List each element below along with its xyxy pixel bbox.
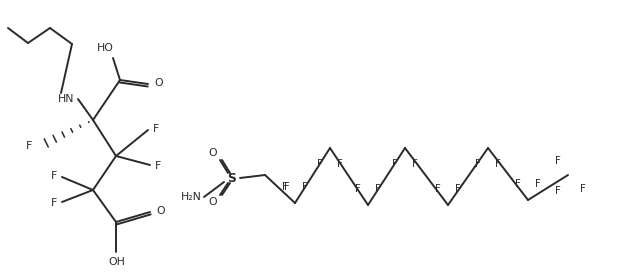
Text: F: F (555, 156, 561, 166)
Text: F: F (355, 184, 361, 194)
Text: OH: OH (108, 257, 125, 267)
Text: O: O (209, 148, 218, 158)
Text: F: F (515, 179, 521, 189)
Text: F: F (392, 159, 398, 169)
Text: F: F (26, 141, 32, 151)
Text: F: F (375, 184, 381, 194)
Text: F: F (495, 159, 501, 169)
Text: F: F (284, 182, 290, 192)
Text: O: O (156, 206, 165, 216)
Text: F: F (412, 159, 418, 169)
Text: F: F (51, 198, 57, 208)
Text: F: F (155, 161, 161, 171)
Text: O: O (154, 78, 162, 88)
Text: H₂N: H₂N (181, 192, 202, 202)
Text: F: F (317, 159, 323, 169)
Text: F: F (153, 124, 159, 134)
Text: F: F (282, 182, 288, 192)
Text: HN: HN (58, 94, 74, 104)
Text: F: F (555, 186, 561, 196)
Text: F: F (302, 182, 308, 192)
Text: F: F (337, 159, 343, 169)
Text: S: S (228, 171, 236, 185)
Text: F: F (455, 184, 461, 194)
Text: F: F (580, 184, 586, 194)
Text: F: F (51, 171, 57, 181)
Text: F: F (475, 159, 481, 169)
Text: HO: HO (97, 43, 113, 53)
Text: F: F (435, 184, 441, 194)
Text: F: F (535, 179, 541, 189)
Text: O: O (209, 197, 218, 207)
